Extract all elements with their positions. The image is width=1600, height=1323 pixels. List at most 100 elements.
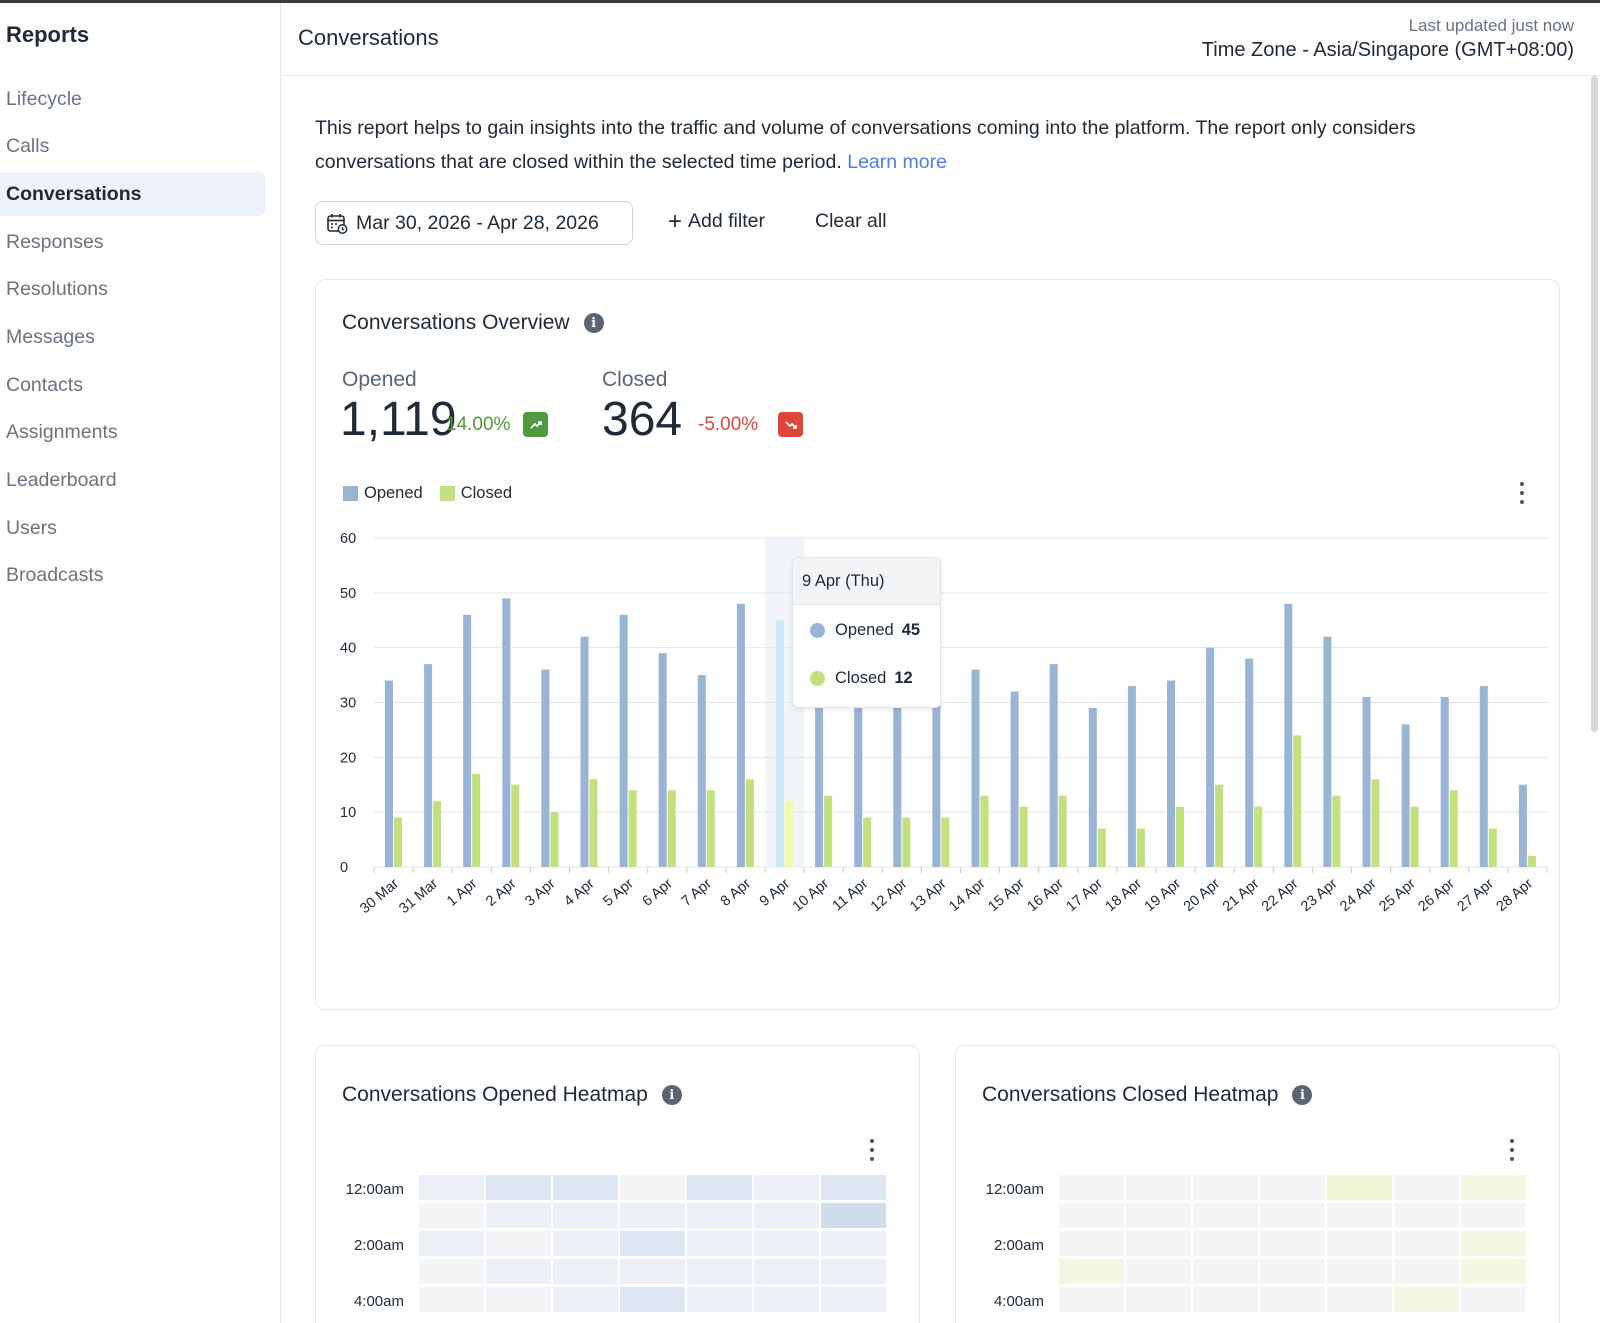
main-scrollbar[interactable]	[1591, 76, 1598, 732]
opened-heatmap-cell[interactable]	[754, 1287, 819, 1312]
opened-heatmap-cell[interactable]	[754, 1231, 819, 1256]
opened-heatmap-cell[interactable]	[821, 1259, 886, 1284]
opened-heatmap-cell[interactable]	[486, 1203, 551, 1228]
closed-heatmap-cell[interactable]	[1059, 1203, 1124, 1228]
learn-more-link[interactable]: Learn more	[847, 151, 947, 173]
opened-heatmap-cell[interactable]	[821, 1287, 886, 1312]
sidebar-item-leaderboard[interactable]: Leaderboard	[6, 469, 117, 491]
closed-heatmap-cell[interactable]	[1327, 1175, 1392, 1200]
closed-heatmap-cell[interactable]	[1260, 1231, 1325, 1256]
opened-heatmap-cell[interactable]	[419, 1259, 484, 1284]
sidebar-item-messages[interactable]: Messages	[6, 325, 95, 348]
opened-heatmap-cell[interactable]	[553, 1203, 618, 1228]
closed-heatmap-cell[interactable]	[1059, 1259, 1124, 1284]
opened-heatmap-cell[interactable]	[486, 1287, 551, 1312]
add-filter-button[interactable]: + Add filter	[668, 209, 765, 233]
sidebar-item-lifecycle[interactable]: Lifecycle	[6, 87, 82, 110]
opened-heatmap-cell[interactable]	[620, 1259, 685, 1284]
closed-heatmap-cell[interactable]	[1461, 1287, 1526, 1312]
closed-heatmap-cell[interactable]	[1327, 1259, 1392, 1284]
closed-heatmap-cell[interactable]	[1193, 1287, 1258, 1312]
sidebar-item-calls[interactable]: Calls	[6, 135, 50, 158]
info-icon[interactable]: i	[583, 313, 604, 333]
closed-heatmap-cell[interactable]	[1327, 1203, 1392, 1228]
closed-heatmap-cell[interactable]	[1126, 1203, 1191, 1228]
sidebar-item-resolutions[interactable]: Resolutions	[6, 278, 108, 301]
opened-heatmap-cell[interactable]	[419, 1175, 484, 1200]
opened-heatmap-cell[interactable]	[486, 1231, 551, 1256]
bar-opened	[1362, 697, 1371, 867]
sidebar-item-responses[interactable]: Responses	[6, 230, 104, 253]
opened-heatmap-cell[interactable]	[553, 1287, 618, 1312]
x-tick-label: 8 Apr	[718, 876, 754, 910]
opened-heatmap-cell[interactable]	[687, 1259, 752, 1284]
closed-heatmap-cell[interactable]	[1193, 1175, 1258, 1200]
closed-heatmap-cell[interactable]	[1461, 1175, 1526, 1200]
opened-heatmap-cell[interactable]	[687, 1203, 752, 1228]
bar-closed	[628, 790, 637, 867]
opened-heatmap-cell[interactable]	[821, 1203, 886, 1228]
closed-heatmap-cell[interactable]	[1327, 1287, 1392, 1312]
closed-heatmap-cell[interactable]	[1394, 1231, 1459, 1256]
legend-item-opened[interactable]: Opened	[343, 484, 423, 503]
opened-heatmap-cell[interactable]	[754, 1175, 819, 1200]
closed-heatmap-cell[interactable]	[1260, 1175, 1325, 1200]
closed-heatmap-cell[interactable]	[1461, 1203, 1526, 1228]
closed-heatmap-cell[interactable]	[1126, 1259, 1191, 1284]
sidebar-item-broadcasts[interactable]: Broadcasts	[6, 564, 104, 587]
opened-heatmap-cell[interactable]	[419, 1287, 484, 1312]
opened-heatmap-cell[interactable]	[754, 1203, 819, 1228]
closed-heatmap-cell[interactable]	[1126, 1287, 1191, 1312]
opened-heatmap-cell[interactable]	[553, 1175, 618, 1200]
opened-heatmap-cell[interactable]	[486, 1175, 551, 1200]
closed-heatmap-cell[interactable]	[1260, 1259, 1325, 1284]
opened-heatmap-cell[interactable]	[620, 1231, 685, 1256]
closed-heatmap-cell[interactable]	[1394, 1259, 1459, 1284]
sidebar-item-conversations[interactable]: Conversations	[0, 172, 266, 217]
sidebar-item-contacts[interactable]: Contacts	[6, 373, 83, 396]
closed-heatmap-cell[interactable]	[1193, 1259, 1258, 1284]
opened-heatmap-cell[interactable]	[687, 1231, 752, 1256]
closed-heatmap-cell[interactable]	[1193, 1231, 1258, 1256]
sidebar-item-users[interactable]: Users	[6, 516, 57, 539]
closed-heatmap-cell[interactable]	[1461, 1231, 1526, 1256]
closed-heatmap-cell[interactable]	[1193, 1203, 1258, 1228]
opened-heatmap-cell[interactable]	[419, 1203, 484, 1228]
overview-more-options-icon[interactable]	[1517, 482, 1527, 504]
closed-heatmap-cell[interactable]	[1327, 1231, 1392, 1256]
closed-heatmap-more-options-icon[interactable]	[1507, 1139, 1517, 1161]
info-icon[interactable]: i	[1292, 1085, 1313, 1105]
closed-heatmap-cell[interactable]	[1126, 1175, 1191, 1200]
closed-heatmap-cell[interactable]	[1461, 1259, 1526, 1284]
closed-heatmap-cell[interactable]	[1059, 1231, 1124, 1256]
opened-heatmap-cell[interactable]	[620, 1203, 685, 1228]
opened-heatmap-cell[interactable]	[486, 1259, 551, 1284]
sidebar-item-assignments[interactable]: Assignments	[6, 421, 118, 444]
closed-heatmap-cell[interactable]	[1394, 1175, 1459, 1200]
clear-all-button[interactable]: Clear all	[815, 210, 887, 232]
closed-heatmap-cell[interactable]	[1059, 1175, 1124, 1200]
opened-heatmap-cell[interactable]	[821, 1175, 886, 1200]
closed-heatmap-cell[interactable]	[1394, 1203, 1459, 1228]
bar-closed	[472, 773, 481, 867]
closed-heatmap-cell[interactable]	[1059, 1287, 1124, 1312]
date-range-picker[interactable]: Mar 30, 2026 - Apr 28, 2026	[315, 201, 633, 245]
opened-heatmap-cell[interactable]	[687, 1287, 752, 1312]
closed-heatmap-grid	[1059, 1175, 1526, 1312]
opened-heatmap-cell[interactable]	[620, 1175, 685, 1200]
info-icon[interactable]: i	[661, 1085, 682, 1105]
closed-heatmap-cell[interactable]	[1260, 1203, 1325, 1228]
opened-heatmap-cell[interactable]	[687, 1175, 752, 1200]
closed-heatmap-cell[interactable]	[1260, 1287, 1325, 1312]
opened-heatmap-cell[interactable]	[419, 1231, 484, 1256]
opened-heatmap-cell[interactable]	[553, 1259, 618, 1284]
opened-heatmap-cell[interactable]	[620, 1287, 685, 1312]
opened-heatmap-cell[interactable]	[553, 1231, 618, 1256]
opened-heatmap-cell[interactable]	[821, 1231, 886, 1256]
opened-heatmap-more-options-icon[interactable]	[867, 1139, 877, 1161]
opened-heatmap-cell[interactable]	[754, 1259, 819, 1284]
closed-heatmap-cell[interactable]	[1126, 1231, 1191, 1256]
closed-heatmap-cell[interactable]	[1394, 1287, 1459, 1312]
bar-opened	[385, 680, 393, 867]
legend-item-closed[interactable]: Closed	[439, 484, 512, 503]
